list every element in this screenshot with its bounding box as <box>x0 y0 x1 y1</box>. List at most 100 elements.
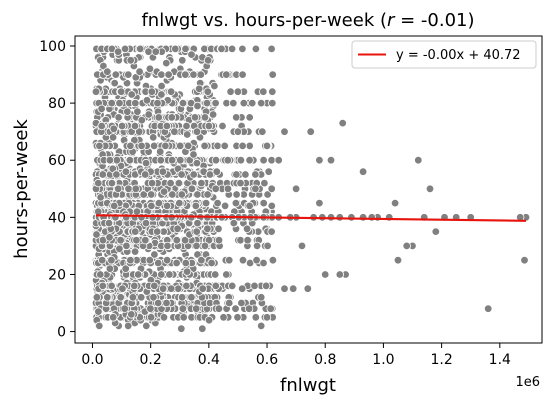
data-point <box>114 113 123 122</box>
data-point <box>393 256 403 265</box>
data-point <box>137 115 146 125</box>
chart-title-suffix: = -0.01) <box>394 10 474 31</box>
data-point <box>91 87 101 96</box>
data-point <box>259 87 268 96</box>
y-tick-label: 20 <box>48 267 66 283</box>
data-point <box>264 167 273 176</box>
data-point <box>96 270 105 279</box>
data-point <box>148 133 158 142</box>
data-point <box>229 218 238 228</box>
data-point <box>211 184 220 193</box>
legend-box <box>351 40 537 69</box>
chart-title-prefix: fnlwgt vs. hours-per-week ( <box>141 10 387 31</box>
data-point <box>203 224 212 233</box>
data-point <box>126 56 135 65</box>
data-point <box>164 70 173 79</box>
x-tick-label: 1.2 <box>430 352 452 368</box>
data-point <box>97 121 106 131</box>
y-tick-label: 0 <box>57 325 66 341</box>
data-point <box>99 61 108 71</box>
data-point <box>189 170 198 179</box>
legend-label: y = -0.00x + 40.72 <box>396 48 521 63</box>
data-point <box>117 121 127 131</box>
data-point <box>267 44 276 54</box>
data-point <box>173 224 182 233</box>
data-point <box>150 250 159 259</box>
data-point <box>204 316 214 325</box>
data-point <box>157 70 166 79</box>
data-point <box>251 184 260 193</box>
data-point <box>141 235 150 245</box>
data-point <box>214 235 224 245</box>
data-point <box>358 213 368 222</box>
data-point <box>257 98 266 108</box>
data-point <box>172 258 181 268</box>
data-point <box>103 293 112 302</box>
data-point <box>107 178 117 188</box>
data-point <box>176 155 185 165</box>
data-point <box>113 184 123 193</box>
data-point <box>187 50 196 59</box>
data-point <box>193 218 202 228</box>
data-point <box>236 178 245 188</box>
data-point <box>103 67 112 76</box>
data-point <box>187 293 196 302</box>
data-point <box>232 170 241 179</box>
data-point <box>242 224 252 233</box>
data-point <box>137 141 146 151</box>
data-point <box>137 213 146 222</box>
data-point <box>268 70 277 79</box>
data-point <box>178 304 188 313</box>
data-point <box>97 256 107 265</box>
data-point <box>154 113 163 122</box>
x-tick-label: 1.4 <box>489 352 511 368</box>
data-point <box>135 44 145 54</box>
data-point <box>224 298 234 308</box>
data-point <box>181 258 190 268</box>
legend: y = -0.00x + 40.72 <box>351 40 537 69</box>
data-point <box>213 198 222 208</box>
regression-line <box>95 214 527 222</box>
data-point <box>210 270 220 279</box>
data-point <box>115 98 124 108</box>
data-point <box>347 213 356 222</box>
data-point <box>179 313 188 322</box>
data-point <box>182 130 192 139</box>
data-point <box>95 321 104 331</box>
data-point <box>245 201 254 211</box>
data-point <box>223 155 232 165</box>
data-point <box>162 201 172 211</box>
data-point <box>161 141 170 151</box>
data-point <box>131 184 140 193</box>
data-point <box>132 235 141 245</box>
data-point <box>210 81 219 91</box>
data-point <box>130 227 140 236</box>
data-point <box>338 118 347 128</box>
data-point <box>155 147 165 156</box>
data-point <box>259 198 268 208</box>
data-point <box>274 155 283 165</box>
y-tick-label: 60 <box>48 153 66 169</box>
x-axis-label: fnlwgt <box>280 375 336 396</box>
data-point <box>484 304 493 313</box>
data-point <box>120 44 130 54</box>
data-point <box>128 293 138 302</box>
data-point <box>181 70 190 79</box>
data-point <box>105 264 115 273</box>
data-point <box>241 170 250 179</box>
data-point <box>147 178 157 188</box>
plot-frame <box>74 35 543 344</box>
data-point <box>127 90 136 99</box>
data-point <box>127 310 136 319</box>
data-point <box>97 104 106 113</box>
data-point <box>112 155 121 165</box>
data-point <box>157 90 166 99</box>
data-point <box>166 284 176 293</box>
data-point <box>280 284 289 293</box>
data-point <box>175 141 185 151</box>
data-point <box>268 98 277 108</box>
data-point <box>157 81 166 91</box>
data-point <box>198 324 207 333</box>
data-point <box>135 67 144 76</box>
